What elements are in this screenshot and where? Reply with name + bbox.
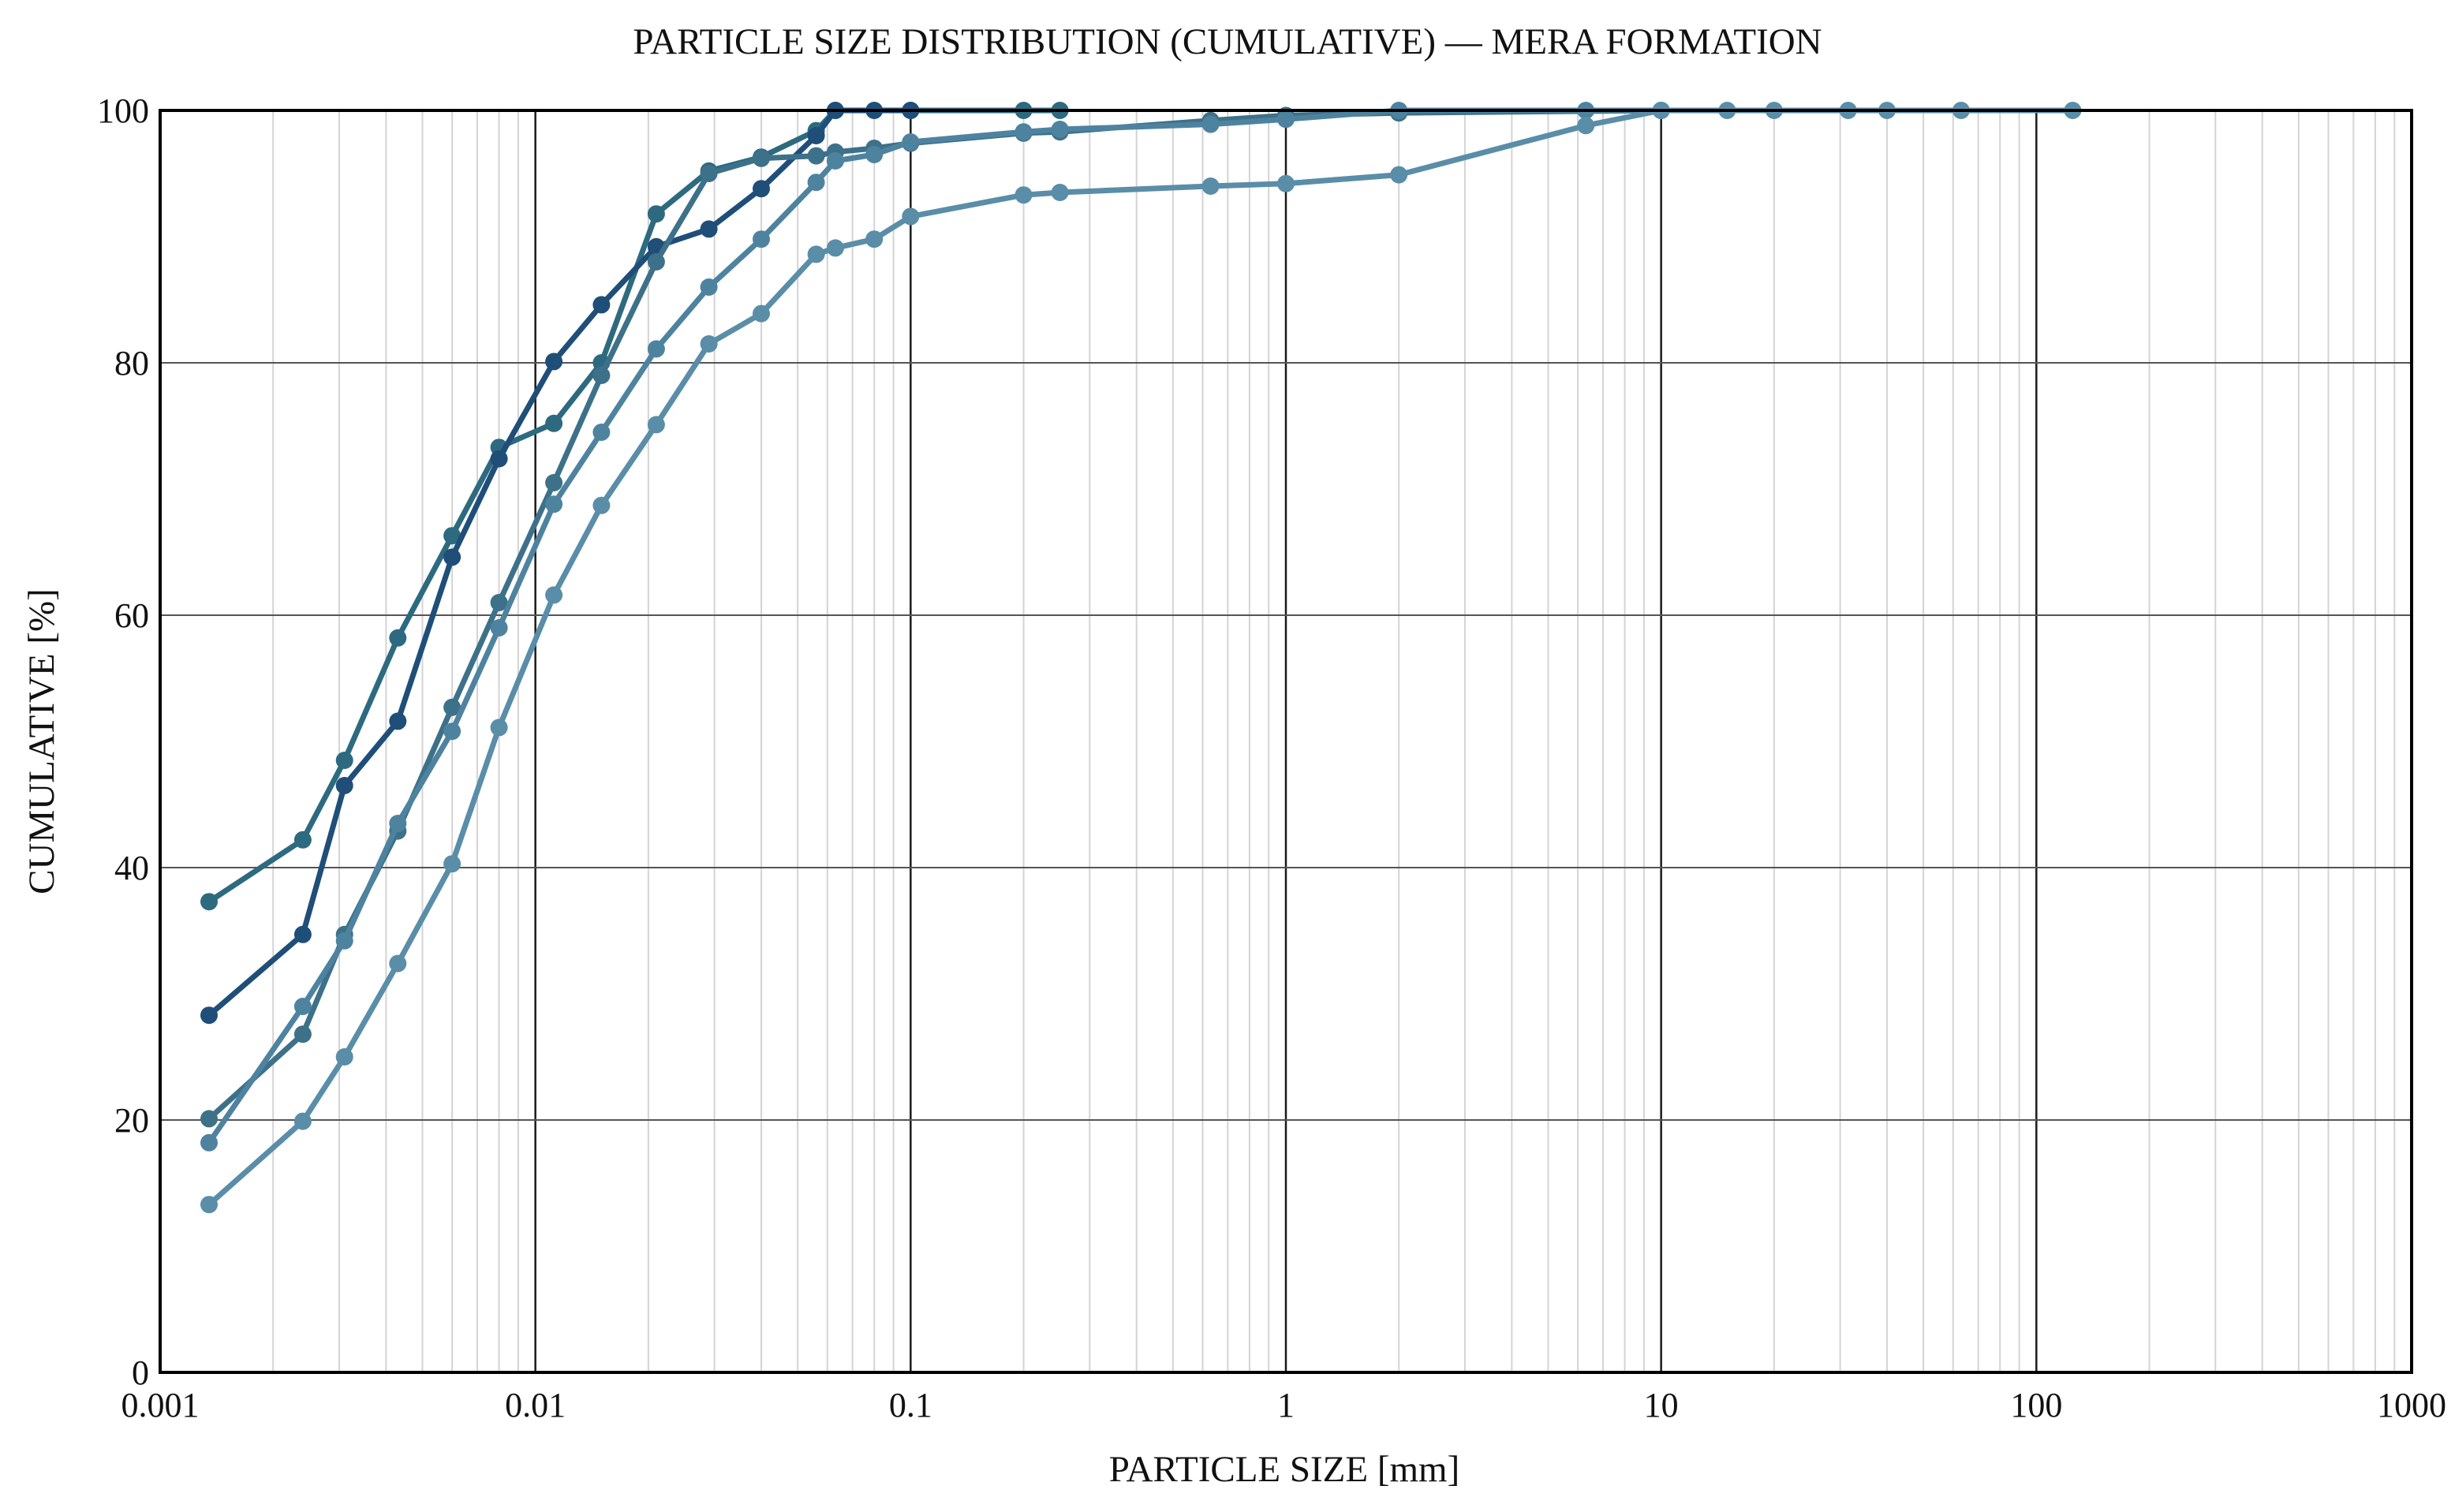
data-point bbox=[490, 594, 508, 611]
data-point bbox=[826, 152, 844, 170]
data-point bbox=[443, 548, 461, 566]
data-point bbox=[592, 424, 611, 441]
data-point bbox=[335, 1048, 353, 1066]
data-point bbox=[647, 205, 665, 223]
data-point bbox=[807, 147, 825, 165]
data-point bbox=[293, 925, 312, 943]
y-tick-label: 40 bbox=[114, 849, 149, 887]
data-point bbox=[389, 815, 407, 832]
chart-title: PARTICLE SIZE DISTRIBUTION (CUMULATIVE) … bbox=[633, 21, 1822, 62]
data-point bbox=[753, 304, 770, 323]
data-point bbox=[700, 278, 718, 296]
data-point bbox=[545, 474, 563, 491]
data-point bbox=[490, 619, 508, 637]
data-point bbox=[902, 207, 920, 226]
data-point bbox=[389, 629, 407, 647]
series-4 bbox=[200, 102, 1670, 1152]
y-axis-title: CUMULATIVE [%] bbox=[21, 588, 62, 894]
y-tick-label: 0 bbox=[132, 1353, 149, 1392]
data-point bbox=[293, 1112, 312, 1130]
data-point bbox=[592, 496, 611, 514]
data-point bbox=[490, 450, 508, 468]
data-point bbox=[1051, 121, 1069, 138]
data-point bbox=[865, 230, 884, 248]
minor-gridlines bbox=[272, 110, 2396, 1372]
data-point bbox=[647, 253, 665, 271]
data-point bbox=[1277, 110, 1295, 129]
data-point bbox=[443, 527, 461, 545]
data-point bbox=[1390, 166, 1408, 184]
data-point bbox=[647, 340, 665, 358]
x-tick-label: 1000 bbox=[2377, 1386, 2446, 1424]
y-tick-label: 20 bbox=[114, 1101, 149, 1140]
major-gridlines bbox=[159, 110, 2413, 1373]
data-point bbox=[200, 893, 218, 911]
x-tick-label: 100 bbox=[2010, 1386, 2062, 1424]
series-5 bbox=[200, 102, 2082, 1214]
x-tick-label: 1 bbox=[1277, 1386, 1295, 1424]
data-point bbox=[490, 719, 508, 737]
data-point bbox=[700, 165, 718, 182]
tick-labels: 0.001 0.01 0.1 1 10 100 1000 0 20 40 60 80 100 bbox=[97, 91, 2446, 1424]
data-point bbox=[865, 146, 884, 163]
data-point bbox=[545, 586, 563, 604]
data-point bbox=[1051, 184, 1069, 201]
data-point bbox=[335, 752, 353, 769]
plot-frame bbox=[159, 109, 2413, 1374]
data-point bbox=[545, 495, 563, 513]
data-point bbox=[335, 931, 353, 950]
data-point bbox=[1015, 186, 1033, 204]
data-point bbox=[807, 174, 825, 192]
data-point bbox=[545, 414, 563, 432]
series-1 bbox=[200, 102, 1069, 911]
data-point bbox=[1577, 117, 1595, 135]
x-tick-label: 0.1 bbox=[889, 1386, 932, 1424]
y-tick-label: 60 bbox=[114, 596, 149, 635]
data-point bbox=[902, 133, 920, 151]
data-point bbox=[200, 1133, 218, 1152]
data-point bbox=[443, 855, 461, 873]
data-point bbox=[753, 149, 770, 167]
data-point bbox=[1201, 115, 1220, 133]
x-tick-label: 0.001 bbox=[121, 1386, 200, 1424]
data-point bbox=[389, 712, 407, 730]
data-point bbox=[293, 1025, 312, 1043]
data-point bbox=[592, 367, 611, 384]
data-point bbox=[293, 831, 312, 849]
data-point bbox=[1015, 123, 1033, 141]
y-tick-label: 80 bbox=[114, 344, 149, 383]
data-point bbox=[200, 1196, 218, 1214]
data-point bbox=[545, 353, 563, 371]
data-point bbox=[700, 335, 718, 353]
data-point bbox=[389, 954, 407, 973]
data-point bbox=[807, 127, 825, 144]
series-layer bbox=[200, 102, 2082, 1214]
data-point bbox=[753, 180, 770, 198]
y-tick-label: 100 bbox=[97, 91, 149, 130]
data-point bbox=[807, 245, 825, 263]
data-point bbox=[1277, 174, 1295, 192]
data-point bbox=[753, 230, 770, 248]
data-point bbox=[335, 777, 353, 794]
data-point bbox=[443, 698, 461, 716]
series-4-line bbox=[206, 107, 1665, 1146]
data-point bbox=[293, 998, 312, 1015]
data-point bbox=[592, 296, 611, 314]
data-point bbox=[200, 1006, 218, 1025]
series-2 bbox=[200, 102, 920, 1025]
data-point bbox=[700, 220, 718, 238]
x-tick-label: 0.01 bbox=[505, 1386, 566, 1424]
data-point bbox=[443, 722, 461, 741]
x-tick-label: 10 bbox=[1644, 1386, 1679, 1424]
data-point bbox=[200, 1110, 218, 1128]
x-axis-title: PARTICLE SIZE [mm] bbox=[1109, 1449, 1460, 1490]
data-point bbox=[647, 416, 665, 434]
data-point bbox=[826, 239, 844, 257]
series-2-line bbox=[206, 107, 914, 1018]
data-point bbox=[1201, 177, 1220, 195]
